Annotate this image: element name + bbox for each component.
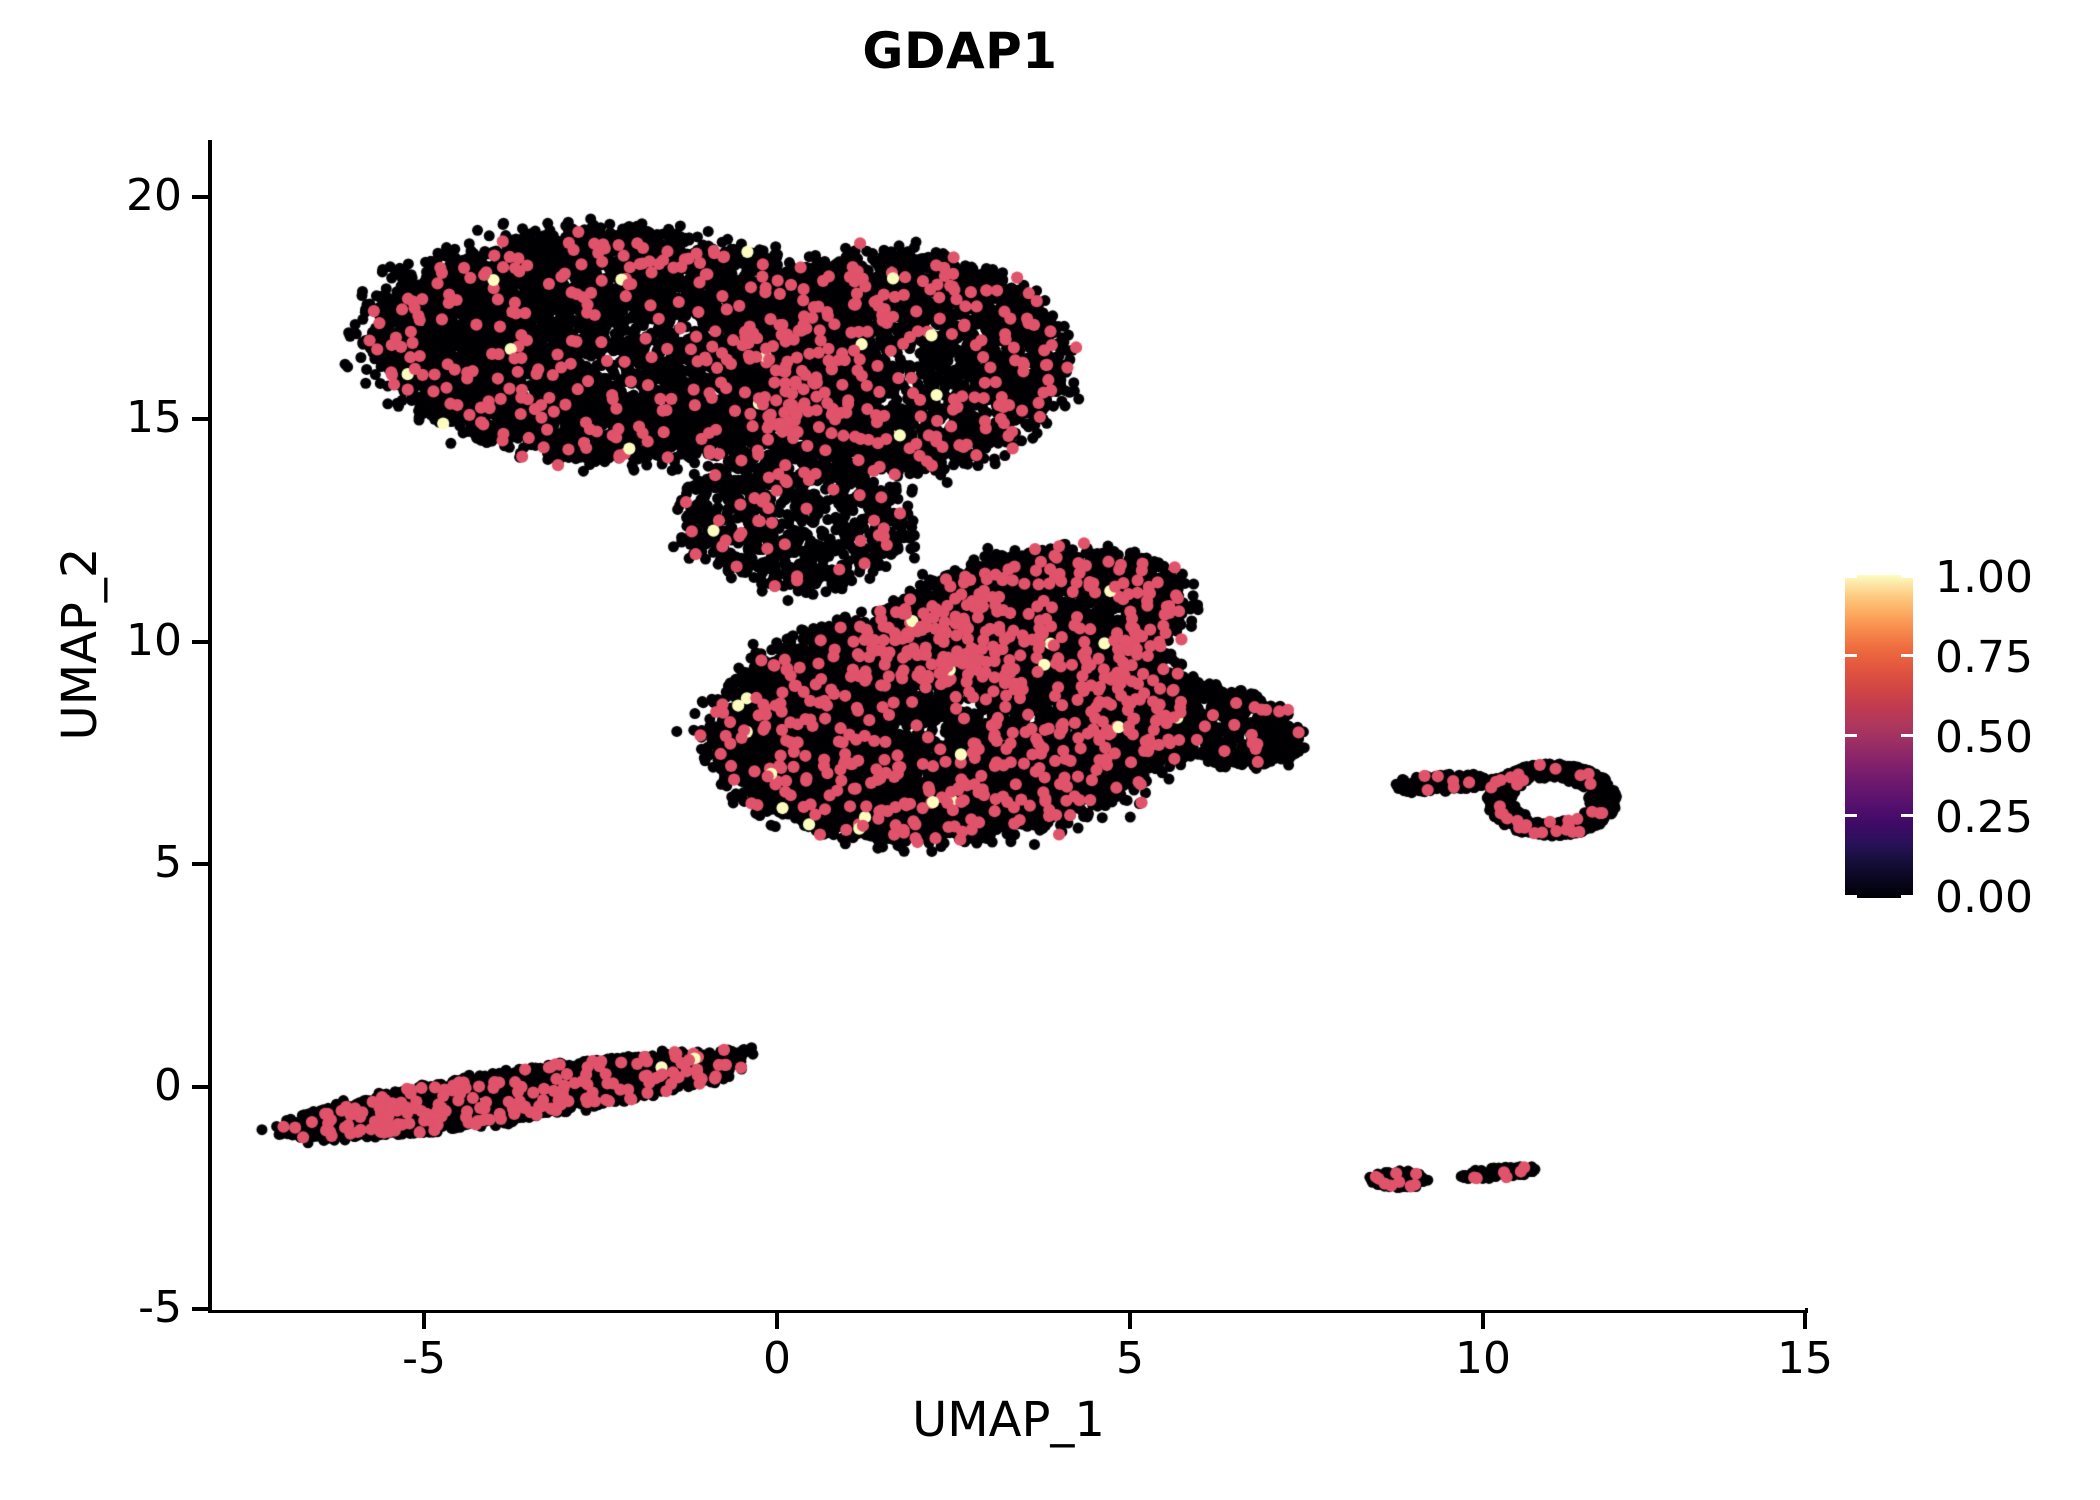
colorbar-label-4: 1.00 [1935, 552, 2033, 603]
x-tick-label-4: 15 [1777, 1333, 1833, 1384]
y-tick-label-3: 10 [126, 615, 182, 666]
page-title: GDAP1 [862, 22, 1058, 80]
colorbar-tick-2r [1901, 734, 1913, 737]
colorbar-tick-1r [1901, 814, 1913, 817]
y-axis-title: UMAP_2 [52, 547, 108, 741]
colorbar-tick-1 [1845, 814, 1857, 817]
colorbar-label-1: 0.25 [1935, 792, 2033, 843]
x-axis-spine [208, 1308, 1808, 1313]
y-tick-label-0: -5 [138, 1282, 182, 1333]
colorbar-label-3: 0.75 [1935, 632, 2033, 683]
y-tick-mark-3 [192, 640, 208, 644]
colorbar-gradient [1845, 575, 1913, 898]
y-tick-label-1: 0 [154, 1060, 182, 1111]
plot-area [212, 140, 1805, 1310]
x-tick-mark-3 [1481, 1313, 1485, 1329]
colorbar: 0.00 0.25 0.50 0.75 1.00 [1845, 552, 2033, 923]
colorbar-tick-3r [1901, 654, 1913, 657]
x-axis-title: UMAP_1 [912, 1392, 1105, 1448]
colorbar-tick-4r [1901, 575, 1913, 578]
colorbar-tick-0 [1845, 895, 1857, 898]
y-tick-label-4: 15 [126, 392, 182, 443]
y-axis-spine [208, 140, 213, 1313]
colorbar-label-2: 0.50 [1935, 712, 2033, 763]
colorbar-tick-0r [1901, 895, 1913, 898]
y-tick-mark-4 [192, 417, 208, 421]
y-tick-mark-2 [192, 862, 208, 866]
y-tick-label-2: 5 [154, 837, 182, 888]
y-tick-mark-1 [192, 1085, 208, 1089]
colorbar-tick-3 [1845, 654, 1857, 657]
x-tick-mark-1 [775, 1313, 779, 1329]
x-tick-mark-2 [1128, 1313, 1132, 1329]
x-tick-label-3: 10 [1455, 1333, 1511, 1384]
x-tick-label-0: -5 [402, 1333, 446, 1384]
x-tick-mark-0 [422, 1313, 426, 1329]
y-tick-label-5: 20 [126, 170, 182, 221]
scatter-points-layer [212, 140, 1805, 1310]
y-tick-mark-0 [192, 1307, 208, 1311]
x-tick-label-1: 0 [763, 1333, 791, 1384]
colorbar-tick-2 [1845, 734, 1857, 737]
x-tick-label-2: 5 [1116, 1333, 1144, 1384]
colorbar-tick-4 [1845, 575, 1857, 578]
colorbar-label-0: 0.00 [1935, 872, 2033, 923]
x-tick-mark-4 [1803, 1313, 1807, 1329]
y-tick-mark-5 [192, 195, 208, 199]
